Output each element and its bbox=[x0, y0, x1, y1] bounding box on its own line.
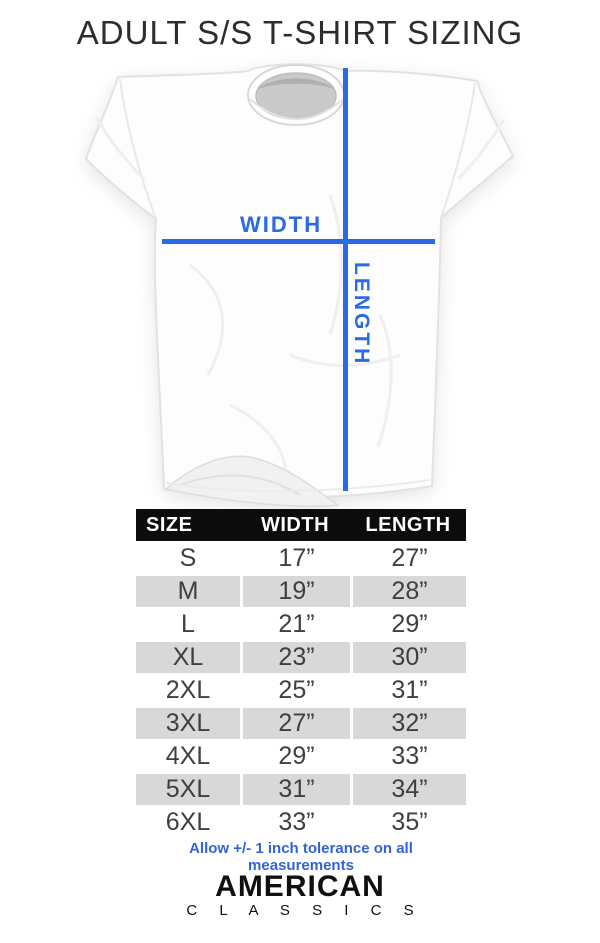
cell-width: 31” bbox=[240, 772, 350, 805]
tshirt-image bbox=[84, 63, 515, 507]
cell-width: 19” bbox=[240, 574, 350, 607]
header-size: SIZE bbox=[146, 514, 193, 536]
cell-width: 23” bbox=[240, 640, 350, 673]
hem-stitch bbox=[165, 479, 431, 493]
fold-crease bbox=[179, 474, 301, 496]
cell-size: 5XL bbox=[136, 772, 240, 805]
cell-width: 25” bbox=[240, 673, 350, 706]
length-measure-line bbox=[343, 68, 348, 491]
cell-length: 28” bbox=[350, 574, 466, 607]
cell-size: 4XL bbox=[136, 739, 240, 772]
cell-length: 32” bbox=[350, 706, 466, 739]
cell-width: 27” bbox=[240, 706, 350, 739]
cell-length: 33” bbox=[350, 739, 466, 772]
cell-width: 29” bbox=[240, 739, 350, 772]
tshirt-body bbox=[84, 63, 515, 499]
cell-size: 6XL bbox=[136, 805, 240, 838]
cell-width: 21” bbox=[240, 607, 350, 640]
collar-inner-shadow bbox=[258, 78, 334, 89]
brand-name: AMERICAN bbox=[215, 870, 385, 903]
table-row: M 19” 28” bbox=[136, 574, 466, 607]
header-length: LENGTH bbox=[365, 514, 451, 536]
table-row: 5XL 31” 34” bbox=[136, 772, 466, 805]
cell-size: 2XL bbox=[136, 673, 240, 706]
table-row: 3XL 27” 32” bbox=[136, 706, 466, 739]
table-row: 6XL 33” 35” bbox=[136, 805, 466, 838]
right-sleeve-seam bbox=[440, 82, 476, 219]
length-label: LENGTH bbox=[350, 262, 373, 367]
cell-width: 33” bbox=[240, 805, 350, 838]
left-sleeve-seam bbox=[119, 78, 157, 220]
cell-length: 31” bbox=[350, 673, 466, 706]
cell-size: XL bbox=[136, 640, 240, 673]
table-row: 4XL 29” 33” bbox=[136, 739, 466, 772]
cell-length: 35” bbox=[350, 805, 466, 838]
brand-logo: AMERICAN C L A S S I C S bbox=[0, 870, 600, 920]
size-table: SIZE WIDTH LENGTH S 17” 27” M 19” 28” L … bbox=[136, 509, 466, 838]
brand-subname: C L A S S I C S bbox=[186, 902, 423, 919]
table-row: S 17” 27” bbox=[136, 541, 466, 574]
header-width: WIDTH bbox=[260, 514, 330, 536]
cell-length: 27” bbox=[350, 541, 466, 574]
width-measure-line bbox=[162, 239, 435, 244]
fabric-wrinkles bbox=[94, 116, 506, 484]
cell-length: 34” bbox=[350, 772, 466, 805]
size-table-header: SIZE WIDTH LENGTH bbox=[136, 509, 466, 541]
table-row: XL 23” 30” bbox=[136, 640, 466, 673]
cell-length: 30” bbox=[350, 640, 466, 673]
page-title: ADULT S/S T-SHIRT SIZING bbox=[76, 14, 524, 51]
cell-size: L bbox=[136, 607, 240, 640]
cell-size: 3XL bbox=[136, 706, 240, 739]
width-label: WIDTH bbox=[240, 212, 323, 237]
collar-stitch bbox=[249, 98, 343, 121]
hem-fold bbox=[164, 455, 341, 507]
cell-size: S bbox=[136, 541, 240, 574]
cell-width: 17” bbox=[240, 541, 350, 574]
cell-size: M bbox=[136, 574, 240, 607]
tolerance-note: Allow +/- 1 inch tolerance on all measur… bbox=[189, 840, 413, 874]
table-row: L 21” 29” bbox=[136, 607, 466, 640]
cell-length: 29” bbox=[350, 607, 466, 640]
table-row: 2XL 25” 31” bbox=[136, 673, 466, 706]
